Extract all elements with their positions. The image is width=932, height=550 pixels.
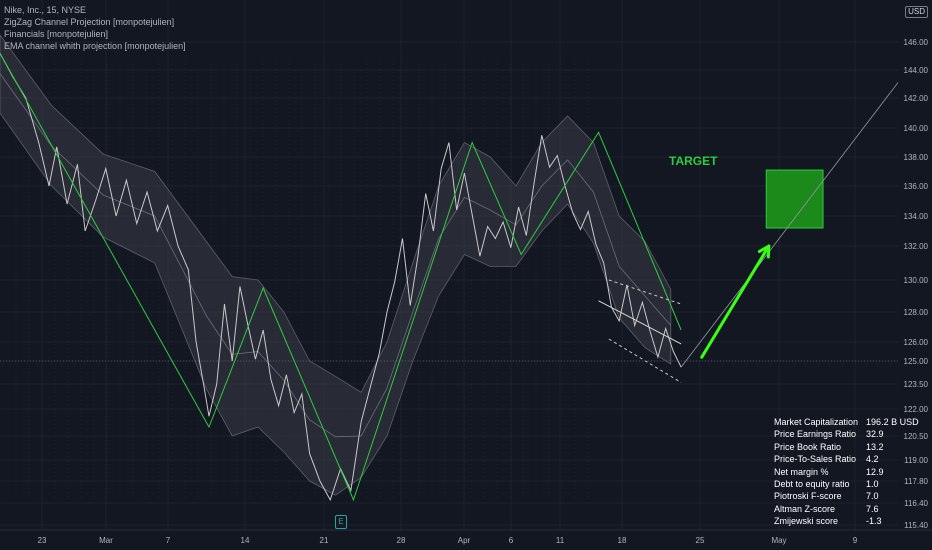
financials-value: 7.0 (866, 491, 879, 502)
y-tick-label: 117.80 (904, 477, 928, 486)
currency-badge[interactable]: USD (905, 6, 928, 18)
financials-label: Zmijewski score (774, 516, 839, 527)
financials-label: Debt to equity ratio (774, 479, 850, 490)
financials-row: Net margin % 12.9 (774, 466, 919, 478)
financials-row: Altman Z-score 7.6 (774, 503, 919, 515)
y-tick-label: 134.00 (904, 212, 929, 221)
y-tick-label: 130.00 (904, 276, 929, 285)
y-tick-label: 140.00 (904, 124, 929, 133)
financials-label: Altman Z-score (774, 503, 836, 514)
y-tick-label: 115.40 (904, 521, 928, 530)
y-tick-label: 144.00 (904, 66, 929, 75)
x-tick-label: 28 (397, 536, 406, 545)
chart-legend: Nike, Inc., 15, NYSE ZigZag Channel Proj… (4, 4, 186, 52)
financials-label: Price Book Ratio (774, 441, 842, 452)
x-tick-label: 25 (696, 536, 705, 545)
financials-value: 12.9 (866, 466, 884, 477)
x-tick-label: 6 (509, 536, 514, 545)
financials-value: 4.2 (866, 454, 879, 465)
ema-channel (0, 34, 672, 496)
y-tick-label: 142.00 (904, 94, 929, 103)
financials-row: Debt to equity ratio 1.0 (774, 478, 919, 490)
y-axis[interactable]: 146.00 144.00 142.00 140.00 138.00 136.00 134.… (898, 0, 932, 550)
financials-row: Zmijewski score -1.3 (774, 515, 919, 527)
target-box (765, 169, 824, 229)
price-line (0, 52, 682, 502)
x-tick-label: 14 (241, 536, 250, 545)
x-tick-label: 7 (166, 536, 171, 545)
financials-value: -1.3 (866, 516, 882, 527)
x-tick-label: 23 (38, 536, 47, 545)
financials-value: 196.2 B USD (866, 417, 919, 427)
x-axis-background (0, 530, 932, 550)
x-axis[interactable]: 23 Mar 7 14 21 28 Apr 6 11 18 25 May 9 (0, 529, 932, 550)
financials-value: 7.6 (866, 503, 879, 514)
financials-row: Price-To-Sales Ratio 4.2 (774, 453, 919, 465)
legend-indicator-zigzag[interactable]: ZigZag Channel Projection [monpotejulien… (4, 17, 175, 27)
arrow-head (757, 244, 771, 259)
ema-channel-band (0, 34, 672, 496)
x-tick-label: Mar (99, 536, 113, 545)
x-tick-label: 9 (853, 536, 858, 545)
zigzag-series (0, 52, 682, 502)
financials-value: 13.2 (866, 441, 884, 452)
x-tick-label: 21 (320, 536, 329, 545)
y-tick-label: 146.00 (904, 38, 929, 47)
y-tick-label: 126.00 (904, 338, 929, 347)
financials-label: Net margin % (774, 466, 829, 477)
financials-row: Price Book Ratio 13.2 (774, 441, 919, 453)
y-tick-label: 119.00 (904, 456, 928, 465)
arrow-shaft (700, 244, 771, 359)
y-tick-label: 123.50 (904, 380, 929, 389)
y-tick-label: 116.40 (904, 499, 928, 508)
financials-value: 32.9 (866, 429, 884, 440)
legend-indicator-financials[interactable]: Financials [monpotejulien] (4, 29, 109, 39)
x-tick-label: 11 (556, 536, 565, 545)
financials-row: Price Earnings Ratio 32.9 (774, 428, 919, 440)
projection-mid (598, 300, 682, 345)
x-tick-label: May (771, 536, 786, 545)
y-tick-label: 120.50 (904, 432, 929, 441)
price-series (0, 52, 682, 502)
annotations (0, 37, 932, 368)
financials-value: 1.0 (866, 479, 879, 490)
financials-label: Price Earnings Ratio (774, 429, 857, 440)
legend-symbol[interactable]: Nike, Inc., 15, NYSE (4, 5, 87, 15)
y-tick-label: 138.00 (904, 153, 929, 162)
y-tick-label: 122.00 (904, 405, 929, 414)
zigzag-line (0, 52, 682, 502)
financials-label: Piotroski F-score (774, 491, 842, 502)
y-tick-label: 132.00 (904, 242, 929, 251)
earnings-badge[interactable]: E (335, 515, 347, 529)
financials-label: Market Capitalization (774, 417, 859, 427)
y-tick-label: 125.00 (904, 357, 929, 366)
x-tick-label: Apr (458, 536, 471, 545)
x-tick-label: 18 (618, 536, 627, 545)
financials-table: Market Capitalization 196.2 B USD Price Ea… (774, 416, 919, 528)
financials-row: Piotroski F-score 7.0 (774, 490, 919, 502)
financials-row: Market Capitalization 196.2 B USD (774, 416, 919, 428)
financials-label: Price-To-Sales Ratio (774, 454, 857, 465)
target-label: TARGET (669, 154, 718, 168)
y-tick-label: 136.00 (904, 182, 929, 191)
y-axis-background (898, 0, 932, 550)
projection-upper (608, 279, 682, 305)
legend-indicator-ema[interactable]: EMA channel whith projection [monpotejul… (4, 41, 186, 51)
y-tick-label: 128.00 (904, 308, 929, 317)
